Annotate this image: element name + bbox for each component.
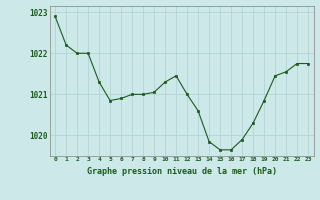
X-axis label: Graphe pression niveau de la mer (hPa): Graphe pression niveau de la mer (hPa) (87, 167, 276, 176)
